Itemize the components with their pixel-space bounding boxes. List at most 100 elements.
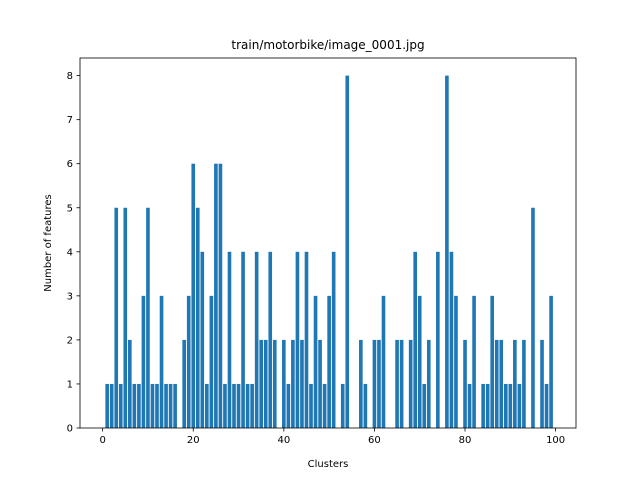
bar-cluster-71 [422, 383, 427, 428]
bar-cluster-20 [191, 163, 196, 428]
bar-cluster-50 [327, 295, 331, 428]
bar-cluster-12 [155, 383, 159, 428]
bar-cluster-81 [467, 383, 472, 428]
y-tick-label: 1 [67, 379, 73, 390]
bar-cluster-2 [109, 383, 114, 428]
x-tick-label: 40 [277, 435, 290, 446]
bar-cluster-42 [291, 339, 295, 428]
y-tick-label: 6 [67, 159, 73, 170]
bar-cluster-3 [114, 207, 119, 428]
bar-cluster-99 [549, 295, 553, 428]
x-tick-label: 0 [99, 435, 105, 446]
y-tick-label: 7 [67, 115, 73, 126]
bar-cluster-88 [499, 339, 504, 428]
x-axis-label: Clusters [308, 459, 349, 470]
bar-cluster-37 [268, 251, 273, 428]
bar-cluster-40 [282, 339, 286, 428]
x-tick-label: 60 [368, 435, 381, 446]
bar-cluster-85 [485, 383, 490, 428]
bar-cluster-5 [123, 207, 128, 428]
bar-cluster-44 [300, 339, 304, 428]
bar-cluster-28 [227, 251, 232, 428]
bar-cluster-32 [245, 383, 250, 428]
bar-cluster-53 [340, 383, 345, 428]
bar-cluster-41 [286, 383, 291, 428]
bar-cluster-36 [263, 339, 268, 428]
bar-cluster-47 [313, 295, 318, 428]
bar-cluster-16 [173, 383, 177, 428]
bar-cluster-84 [481, 383, 485, 428]
bar-cluster-27 [223, 383, 227, 428]
bar-cluster-1 [105, 383, 109, 428]
y-tick-label: 4 [67, 247, 73, 258]
bar-cluster-78 [454, 295, 458, 428]
bar-cluster-62 [381, 295, 386, 428]
bar-cluster-97 [540, 339, 544, 428]
bar-cluster-93 [522, 339, 526, 428]
bar-cluster-74 [436, 251, 440, 428]
bar-cluster-82 [472, 295, 476, 428]
bar-cluster-80 [463, 339, 467, 428]
bar-cluster-13 [159, 295, 164, 428]
bar-cluster-87 [494, 339, 499, 428]
bar-cluster-4 [118, 383, 123, 428]
y-tick-label: 2 [67, 335, 73, 346]
bar-cluster-23 [205, 383, 209, 428]
bar-cluster-7 [132, 383, 137, 428]
bar-cluster-15 [168, 383, 173, 428]
bar-cluster-95 [531, 207, 535, 428]
bar-cluster-92 [517, 383, 522, 428]
bar-cluster-70 [417, 295, 422, 428]
bar-cluster-38 [272, 339, 277, 428]
bar-cluster-89 [503, 383, 508, 428]
y-axis-ticks: 0 1 2 3 4 5 6 7 8 [67, 71, 80, 435]
bar-cluster-26 [218, 163, 223, 428]
bar-cluster-68 [408, 339, 413, 428]
y-tick-label: 8 [67, 71, 73, 82]
bar-cluster-90 [508, 383, 513, 428]
bar-cluster-9 [141, 295, 146, 428]
plot-frame [79, 57, 577, 429]
bar-cluster-19 [186, 295, 191, 428]
bar-cluster-29 [232, 383, 236, 428]
bar-cluster-18 [182, 339, 186, 428]
x-tick-label: 80 [459, 435, 472, 446]
bar-cluster-24 [209, 295, 214, 428]
bar-cluster-77 [449, 251, 454, 428]
bar-cluster-76 [445, 75, 449, 428]
y-axis-label: Number of features [43, 194, 54, 291]
y-tick-label: 5 [67, 203, 73, 214]
bar-cluster-51 [331, 251, 336, 428]
bar-cluster-43 [295, 251, 300, 428]
bar-cluster-22 [200, 251, 205, 428]
bar-cluster-33 [250, 383, 254, 428]
y-tick-label: 3 [67, 291, 73, 302]
x-axis-ticks: 0 20 40 60 80 100 [99, 428, 565, 446]
chart-title: train/motorbike/image_0001.jpg [231, 38, 424, 52]
bar-cluster-48 [318, 339, 322, 428]
y-tick-label: 0 [67, 424, 73, 435]
bar-cluster-54 [345, 75, 350, 428]
bar-cluster-45 [304, 251, 309, 428]
bar-cluster-11 [150, 383, 155, 428]
bar-cluster-30 [236, 383, 241, 428]
bar-cluster-69 [413, 251, 418, 428]
bar-cluster-21 [195, 207, 200, 428]
bar-cluster-10 [146, 207, 150, 428]
bar-cluster-65 [395, 339, 399, 428]
bar-cluster-46 [309, 383, 313, 428]
bar-cluster-72 [426, 339, 431, 428]
bar-cluster-6 [128, 339, 132, 428]
bar-cluster-31 [241, 251, 245, 428]
bars-group [105, 75, 553, 428]
bar-cluster-98 [544, 383, 549, 428]
bar-cluster-61 [377, 339, 381, 428]
bar-cluster-57 [359, 339, 363, 428]
bar-cluster-25 [214, 163, 218, 428]
bar-cluster-60 [372, 339, 377, 428]
bar-cluster-8 [137, 383, 141, 428]
bar-cluster-35 [259, 339, 263, 428]
bar-cluster-49 [322, 383, 327, 428]
bar-cluster-86 [490, 295, 495, 428]
bar-cluster-66 [399, 339, 404, 428]
